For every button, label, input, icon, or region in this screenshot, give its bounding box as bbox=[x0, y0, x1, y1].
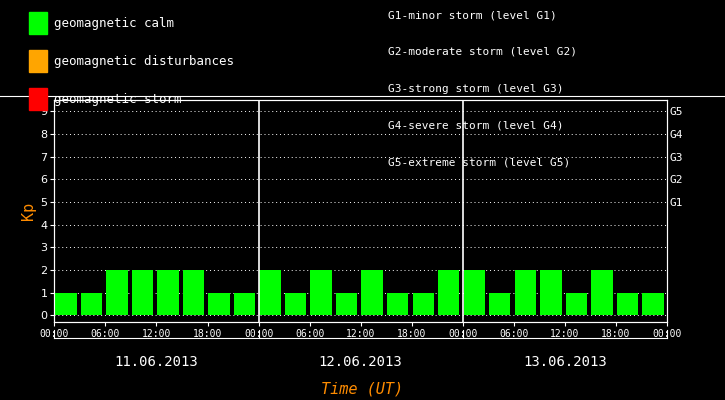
Bar bbox=[413, 292, 434, 315]
Bar bbox=[489, 292, 510, 315]
Text: 12.06.2013: 12.06.2013 bbox=[319, 355, 402, 369]
Bar bbox=[234, 292, 255, 315]
Text: G4-severe storm (level G4): G4-severe storm (level G4) bbox=[388, 120, 563, 130]
Text: G1-minor storm (level G1): G1-minor storm (level G1) bbox=[388, 10, 557, 20]
Text: geomagnetic calm: geomagnetic calm bbox=[54, 16, 175, 30]
Text: 11.06.2013: 11.06.2013 bbox=[115, 355, 199, 369]
Bar bbox=[107, 270, 128, 315]
Bar bbox=[132, 270, 153, 315]
Bar bbox=[55, 292, 77, 315]
Bar bbox=[515, 270, 536, 315]
Bar bbox=[591, 270, 613, 315]
Bar bbox=[463, 270, 485, 315]
Bar bbox=[310, 270, 332, 315]
Bar bbox=[566, 292, 587, 315]
Bar bbox=[617, 292, 638, 315]
Bar bbox=[387, 292, 408, 315]
Bar bbox=[183, 270, 204, 315]
Text: G2-moderate storm (level G2): G2-moderate storm (level G2) bbox=[388, 47, 577, 57]
Bar bbox=[362, 270, 383, 315]
Y-axis label: Kp: Kp bbox=[21, 202, 36, 220]
Text: geomagnetic disturbances: geomagnetic disturbances bbox=[54, 54, 234, 68]
Bar bbox=[642, 292, 663, 315]
Text: G5-extreme storm (level G5): G5-extreme storm (level G5) bbox=[388, 157, 570, 167]
Bar bbox=[540, 270, 562, 315]
Bar bbox=[157, 270, 178, 315]
Bar bbox=[208, 292, 230, 315]
Text: geomagnetic storm: geomagnetic storm bbox=[54, 92, 182, 106]
Bar bbox=[285, 292, 306, 315]
Text: Time (UT): Time (UT) bbox=[321, 381, 404, 396]
Bar bbox=[260, 270, 281, 315]
Bar bbox=[336, 292, 357, 315]
Bar bbox=[80, 292, 102, 315]
Text: G3-strong storm (level G3): G3-strong storm (level G3) bbox=[388, 84, 563, 94]
Bar bbox=[438, 270, 460, 315]
Text: 13.06.2013: 13.06.2013 bbox=[523, 355, 607, 369]
